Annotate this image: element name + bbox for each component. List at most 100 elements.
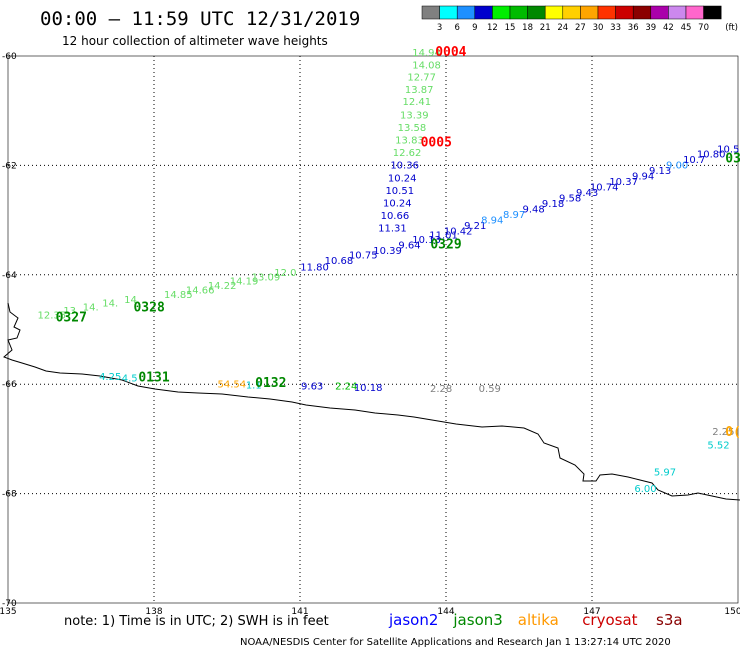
pass-time-label: 0329 (430, 238, 461, 253)
wave-height-value: 14.94 (412, 48, 441, 59)
footnote: note: 1) Time is in UTC; 2) SWH is in fe… (64, 614, 329, 629)
colorbar-swatch (685, 5, 704, 20)
wave-height-value: 14.85 (164, 290, 193, 301)
longitude-label: 135 (0, 607, 17, 617)
colorbar-swatch (439, 5, 458, 20)
colorbar-tick-label: 30 (593, 23, 604, 33)
longitude-label: 141 (291, 607, 308, 617)
latitude-label: -60 (2, 52, 17, 62)
wave-height-value: 13.87 (405, 85, 434, 96)
satellite-legend-item: cryosat (582, 611, 637, 629)
satellite-legend-item: jason2 (388, 611, 438, 629)
pass-time-label: 0131 (138, 370, 169, 385)
colorbar-tick-label: 12 (487, 23, 498, 33)
colorbar-swatch (632, 5, 652, 20)
wave-height-value: 0.59 (479, 384, 501, 395)
wave-height-value: 9.18 (542, 199, 564, 210)
latitude-label: -62 (2, 161, 17, 171)
wave-height-value: 10.24 (388, 173, 417, 184)
colorbar-tick-label: 21 (540, 23, 551, 33)
colorbar-tick-label: 6 (454, 23, 459, 33)
colorbar-swatch (421, 5, 440, 20)
wave-height-value: 12.41 (402, 97, 431, 108)
wave-height-value: 12.62 (393, 148, 422, 159)
wave-height-value: 14. (102, 299, 118, 310)
pass-time-label: 0327 (56, 310, 87, 325)
wave-height-value: 14.22 (208, 281, 237, 292)
colorbar-tick-label: 15 (505, 23, 516, 33)
colorbar-swatch (527, 5, 546, 20)
longitude-label: 147 (583, 607, 600, 617)
colorbar-swatch (650, 5, 669, 20)
wave-height-value: 14.08 (412, 61, 441, 72)
wave-height-value: 54.54 (218, 379, 247, 390)
pass-time-labels: 0004 0005 0327 0328 0329 0131 0132 03 0( (56, 45, 740, 440)
wave-height-value: 2.28 (430, 384, 452, 395)
pass-time-label: 0( (725, 425, 740, 440)
satellite-legend-item: s3a (656, 611, 683, 629)
wave-height-value: 9.43 (576, 188, 598, 199)
longitude-label: 138 (145, 607, 162, 617)
colorbar-tick-label: 36 (628, 23, 639, 33)
latitude-label: -64 (2, 271, 17, 281)
colorbar-swatch (580, 5, 599, 20)
colorbar-tick-label: 24 (557, 23, 568, 33)
wave-height-value: 13.83 (395, 136, 424, 147)
pass-time-label: 03 (725, 152, 740, 167)
colorbar-swatch (615, 5, 634, 20)
wave-height-value: 9.63 (301, 382, 323, 393)
colorbar-tick-label: 70 (698, 23, 709, 33)
wave-height-value: 14. (83, 302, 99, 313)
wave-height-value: 10.42 (444, 226, 473, 237)
colorbar-tick-label: 39 (645, 23, 656, 33)
colorbar-tick-label: 27 (575, 23, 586, 33)
wave-height-value: 12.35 (37, 311, 66, 322)
colorbar-swatch (668, 5, 687, 20)
colorbar-legend: 3 6 9 12 15 18 21 24 27 30 33 36 39 42 45 70 (ft) (421, 5, 738, 33)
wave-height-value: 5.52 (707, 441, 729, 452)
colorbar-swatch (703, 5, 722, 20)
wave-height-value: 13.39 (400, 110, 429, 121)
wave-height-value: 13.58 (398, 123, 427, 134)
colorbar-unit: (ft) (725, 23, 738, 33)
latitude-label: -68 (2, 490, 17, 500)
wave-height-value: 10.68 (325, 256, 354, 267)
wave-height-value: 14.19 (230, 277, 259, 288)
colorbar-swatch (562, 5, 581, 20)
wave-height-value: 9.00 (666, 161, 688, 172)
page-subtitle: 12 hour collection of altimeter wave hei… (62, 34, 328, 48)
wave-height-value: 10.5 (717, 144, 739, 155)
wave-height-value: 10.39 (373, 246, 402, 257)
wave-height-value: 10.24 (383, 198, 412, 209)
pass-time-label: 0328 (133, 300, 164, 315)
wave-height-value: 4.25 (99, 372, 121, 383)
satellite-legend-item: jason3 (452, 611, 502, 629)
wave-height-value: 12.77 (407, 73, 436, 84)
longitude-label: 144 (437, 607, 454, 617)
wave-height-value: 1.1 (246, 381, 262, 392)
colorbar-tick-label: 42 (663, 23, 674, 33)
colorbar-tick-label: 18 (522, 23, 533, 33)
pass-time-label: 0004 (435, 45, 466, 60)
pass-time-label: 0132 (255, 376, 286, 391)
colorbar-tick-label: 9 (472, 23, 477, 33)
wave-height-value: 10.18 (354, 383, 383, 394)
longitude-label: 150 (724, 607, 740, 617)
colorbar-tick-label: 45 (681, 23, 692, 33)
colorbar-swatch (492, 5, 511, 20)
wave-height-value: 5.97 (654, 468, 676, 479)
wave-height-value: 9.48 (522, 204, 544, 215)
latitude-label: -70 (2, 599, 17, 609)
wave-height-value: 10.66 (381, 211, 410, 222)
wave-height-value: 10.51 (385, 186, 414, 197)
map-frame (7, 55, 739, 604)
colorbar-swatch (456, 5, 476, 20)
wave-height-value: 11.80 (300, 262, 329, 273)
wave-height-value: 9.21 (464, 221, 486, 232)
satellite-legend-item: altika (518, 611, 559, 629)
wave-height-value: 2.25 (712, 427, 734, 438)
wave-height-value: 2.24 (335, 382, 357, 393)
wave-height-value: 8.97 (503, 210, 525, 221)
